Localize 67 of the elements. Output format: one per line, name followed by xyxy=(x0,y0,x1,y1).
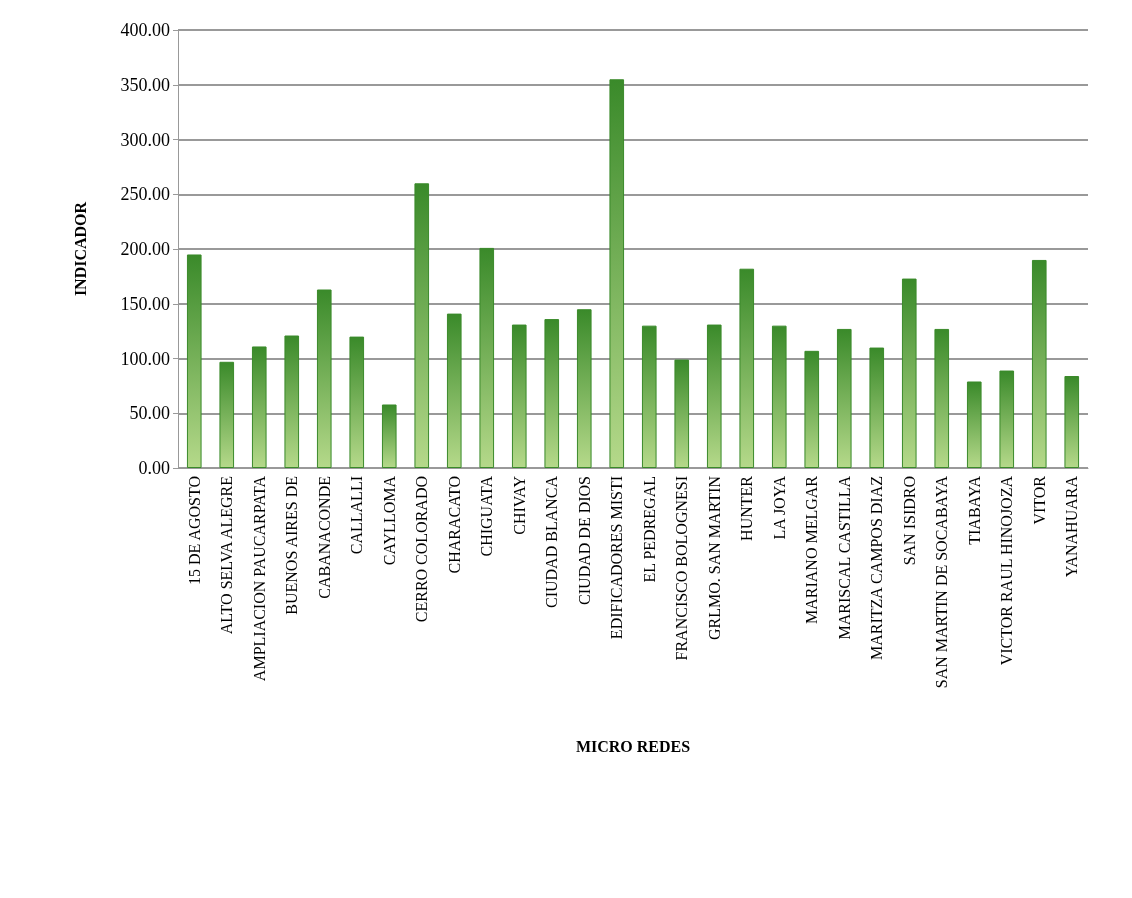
bar xyxy=(739,268,755,468)
bar xyxy=(999,370,1015,468)
bar xyxy=(414,183,430,468)
x-tick-label: SAN ISIDRO xyxy=(900,476,918,566)
bar xyxy=(316,289,332,468)
bar xyxy=(186,254,202,468)
bar xyxy=(219,361,235,468)
bar xyxy=(576,309,592,468)
bar xyxy=(544,319,560,468)
x-tick-label: EL PEDREGAL xyxy=(640,476,658,583)
bar xyxy=(349,336,365,468)
x-tick-label: GRLMO. SAN MARTIN xyxy=(705,475,723,640)
bar xyxy=(1031,259,1047,468)
x-tick-label: MARIANO MELGAR xyxy=(803,475,821,624)
y-tick-label: 250.00 xyxy=(120,184,170,205)
x-tick-label: CIUDAD BLANCA xyxy=(543,475,561,608)
x-tick-label: CHARACATO xyxy=(445,476,463,574)
x-tick-label: CABANACONDE xyxy=(315,476,333,599)
bar xyxy=(869,347,885,468)
x-tick-label: VICTOR RAUL HINOJOZA xyxy=(998,475,1016,666)
y-axis-title: INDICADOR xyxy=(71,201,89,297)
y-tick-label: 300.00 xyxy=(120,129,170,150)
x-tick-label: CHIVAY xyxy=(510,475,528,535)
x-tick-label: HUNTER xyxy=(738,475,756,541)
bar xyxy=(381,404,397,468)
x-tick-label: YANAHUARA xyxy=(1063,475,1081,578)
bar xyxy=(966,381,982,468)
bar xyxy=(284,335,300,468)
bar xyxy=(251,346,267,468)
bar xyxy=(706,324,722,468)
bar xyxy=(901,278,917,468)
x-tick-label: MARITZA CAMPOS DIAZ xyxy=(868,476,886,661)
x-tick-label: CHIGUATA xyxy=(478,475,496,557)
bar xyxy=(609,79,625,468)
bar xyxy=(771,325,787,468)
bar xyxy=(446,313,462,468)
y-tick-label: 150.00 xyxy=(120,293,170,314)
x-tick-label: VITOR xyxy=(1030,475,1048,525)
y-tick-label: 400.00 xyxy=(120,20,170,40)
bar xyxy=(804,350,820,468)
x-tick-label: ALTO SELVA ALEGRE xyxy=(218,476,236,635)
bar xyxy=(479,247,495,468)
y-tick-label: 0.00 xyxy=(138,458,170,478)
x-tick-label: AMPLIACION PAUCARPATA xyxy=(250,475,268,682)
y-tick-label: 200.00 xyxy=(120,239,170,259)
x-tick-label: CERRO COLORADO xyxy=(413,476,431,623)
bar xyxy=(1064,376,1080,468)
x-tick-label: BUENOS AIRES DE xyxy=(283,476,301,615)
x-tick-label: FRANCISCO BOLOGNESI xyxy=(673,476,691,661)
x-tick-label: LA JOYA xyxy=(770,475,788,540)
x-tick-label: TIABAYA xyxy=(965,475,983,545)
bar xyxy=(641,325,657,468)
x-tick-label: MARISCAL CASTILLA xyxy=(835,475,853,640)
x-tick-label: CALLALLI xyxy=(348,476,366,555)
y-tick-label: 50.00 xyxy=(129,403,170,424)
bar xyxy=(836,328,852,468)
x-tick-label: CIUDAD DE DIOS xyxy=(575,476,593,605)
y-tick-label: 350.00 xyxy=(120,74,170,95)
x-tick-label: EDIFICADORES MISTI xyxy=(608,476,626,640)
x-tick-label: CAYLLOMA xyxy=(380,475,398,566)
bar xyxy=(511,324,527,468)
x-tick-label: 15 DE AGOSTO xyxy=(185,476,203,586)
y-tick-label: 100.00 xyxy=(120,348,170,369)
x-axis-title: MICRO REDES xyxy=(575,737,691,755)
bar xyxy=(674,359,690,468)
bar xyxy=(934,328,950,468)
x-tick-label: SAN MARTIN DE SOCABAYA xyxy=(933,475,951,689)
